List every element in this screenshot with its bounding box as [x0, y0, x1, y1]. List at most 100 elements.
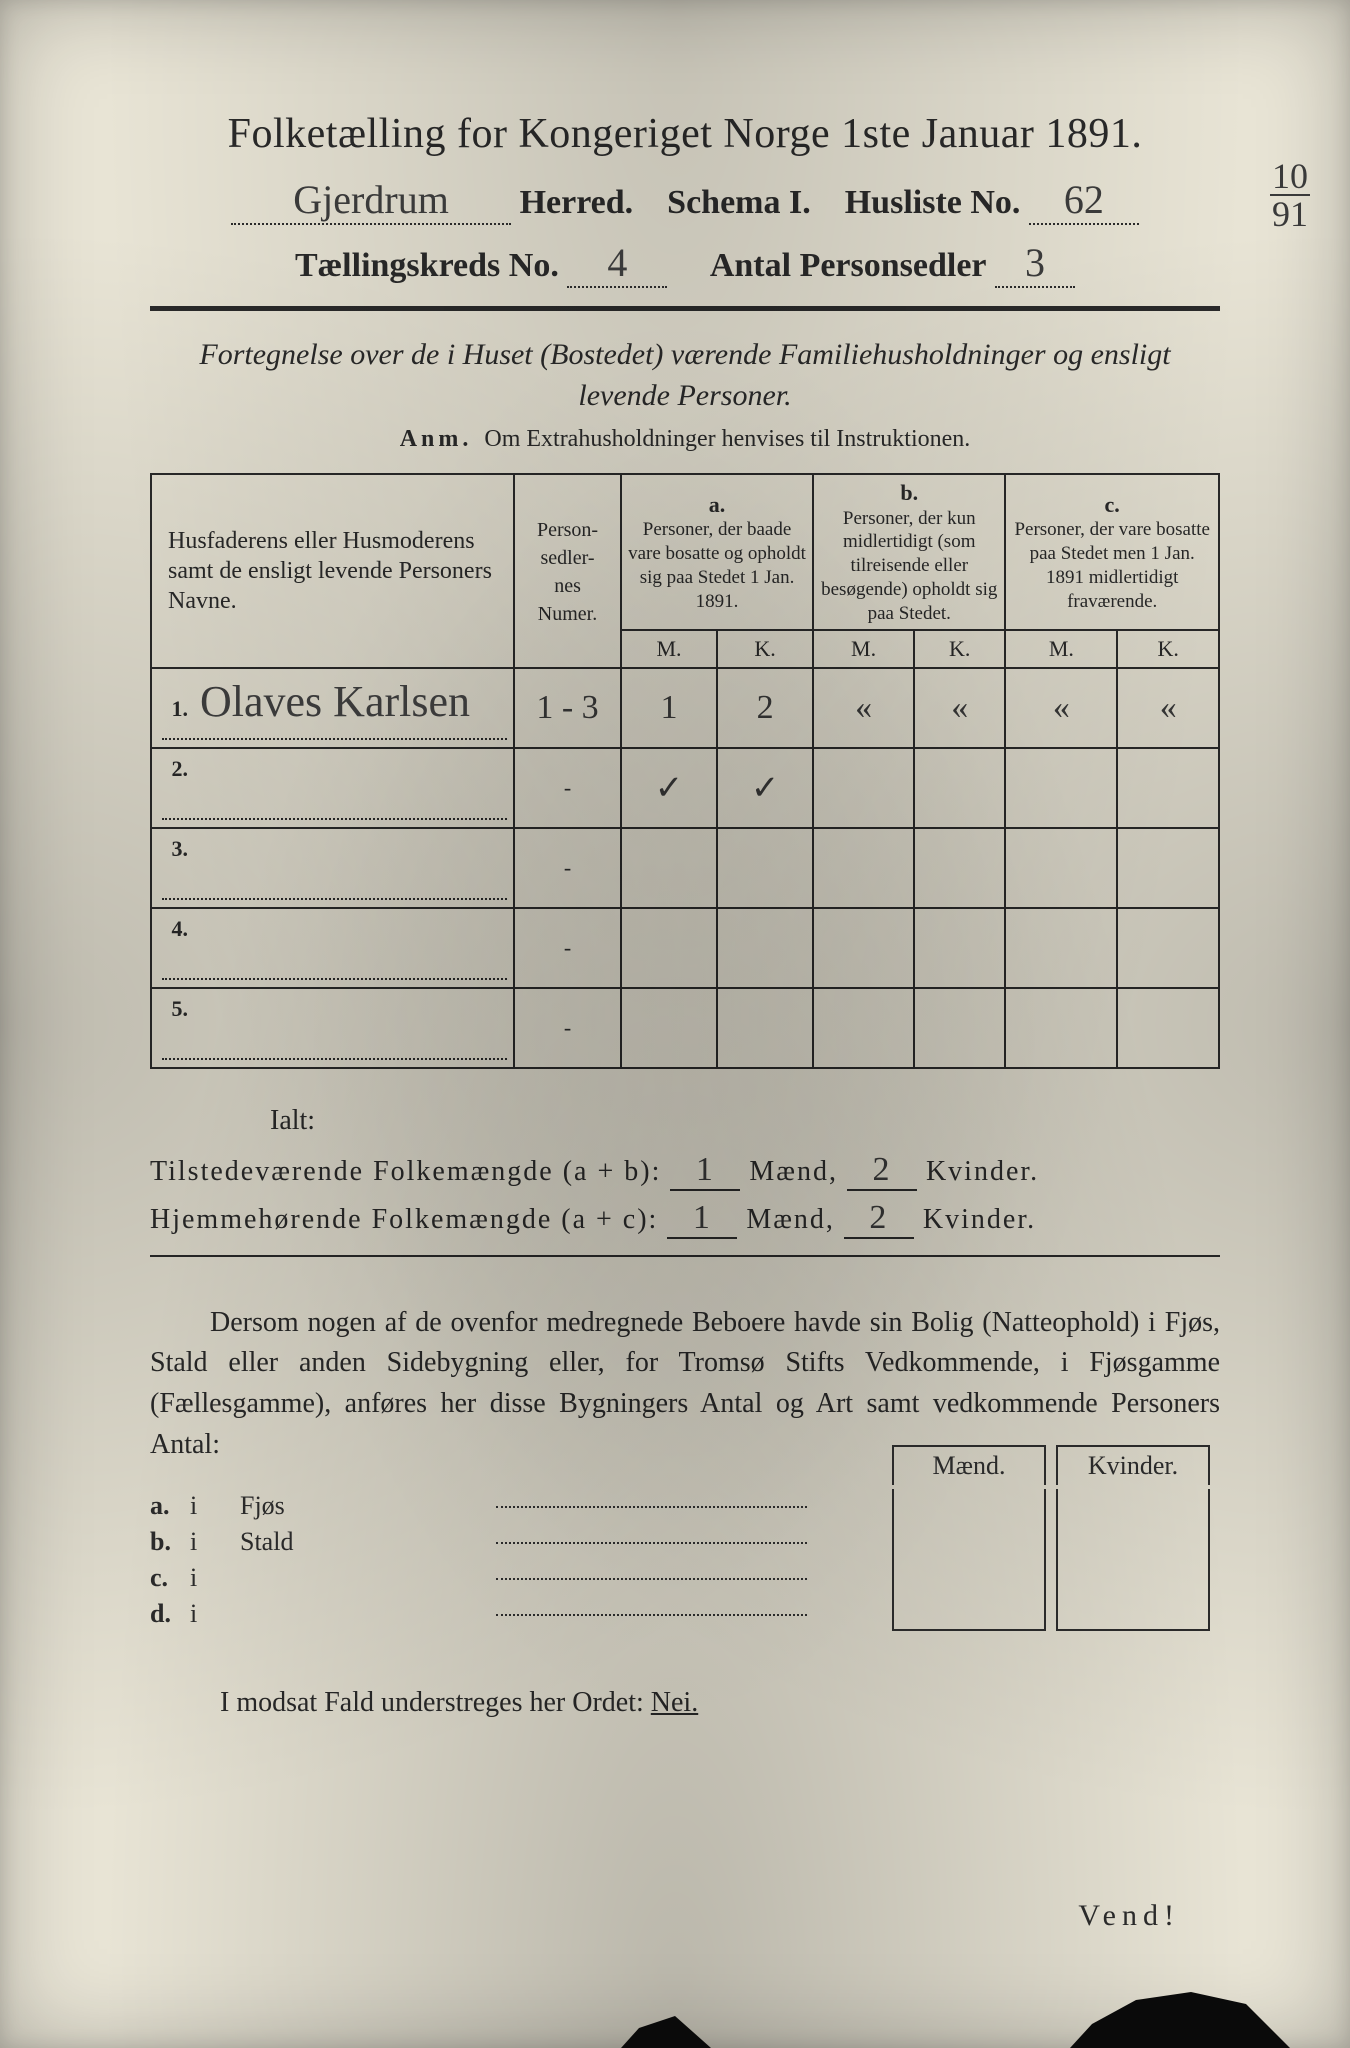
totals-maend-1: Mænd, [749, 1156, 838, 1187]
totals-r2-k: 2 [869, 1199, 888, 1236]
cell-a-m [621, 828, 717, 908]
vend-label: Vend! [1078, 1899, 1180, 1933]
cell-name: 3. [151, 828, 514, 908]
cell-name: 2. [151, 748, 514, 828]
anm-line: Anm. Om Extrahusholdninger henvises til … [150, 426, 1220, 453]
cell-c-k [1117, 988, 1219, 1068]
table-row: 3.- [151, 828, 1219, 908]
cell-c-m [1005, 908, 1117, 988]
totals-row-2: Hjemmehørende Folkemængde (a + c): 1 Mæn… [150, 1199, 1220, 1239]
margin-date-top: 10 [1272, 156, 1308, 196]
kreds-value: 4 [607, 240, 627, 285]
ink-blot-2 [621, 2008, 711, 2048]
antal-label: Antal Personsedler [710, 247, 987, 284]
antal-value: 3 [1025, 240, 1045, 285]
abcd-label: b.iStald [150, 1527, 490, 1557]
cell-name: 5. [151, 988, 514, 1068]
totals-r2-m: 1 [693, 1199, 712, 1236]
table-row: 2.-✓✓ [151, 748, 1219, 828]
cell-c-m [1005, 828, 1117, 908]
form-title: Folketælling for Kongeriget Norge 1ste J… [150, 110, 1220, 158]
table-row: 5.- [151, 988, 1219, 1068]
cell-b-k [914, 908, 1005, 988]
th-b: b. Personer, der kun midlertidigt (som t… [813, 474, 1005, 630]
th-b-k: K. [914, 630, 1005, 668]
husliste-label: Husliste No. [845, 184, 1021, 221]
cell-num: - [514, 988, 621, 1068]
cell-b-k [914, 988, 1005, 1068]
totals-kvinder-2: Kvinder. [923, 1204, 1036, 1235]
nei-word: Nei. [651, 1687, 698, 1718]
header-line-3: Tællingskreds No. 4 Antal Personsedler 3 [150, 239, 1220, 288]
abcd-dots [496, 1506, 807, 1508]
nei-pre: I modsat Fald understreges her Ordet: [220, 1687, 644, 1718]
cell-name: 4. [151, 908, 514, 988]
th-c-k: K. [1117, 630, 1219, 668]
mk-cell-k [1056, 1489, 1210, 1631]
cell-a-m: 1 [621, 668, 717, 748]
rule-1 [150, 306, 1220, 311]
main-table: Husfaderens eller Husmoderens samt de en… [150, 473, 1220, 1069]
herred-value: Gjerdrum [293, 177, 449, 222]
cell-a-k [717, 988, 813, 1068]
abcd-row: a.iFjøs [150, 1491, 813, 1521]
mk-head-m: Mænd. [892, 1445, 1046, 1485]
cell-a-m [621, 908, 717, 988]
abcd-row: c.i [150, 1563, 813, 1593]
cell-name: 1.Olaves Karlsen [151, 668, 514, 748]
th-b-text: Personer, der kun midlertidigt (som tilr… [820, 507, 998, 626]
th-b-tag: b. [820, 479, 998, 507]
margin-date-annotation: 10 / 91 [1270, 160, 1310, 231]
th-c-m: M. [1005, 630, 1117, 668]
cell-num: - [514, 908, 621, 988]
cell-b-m: « [813, 668, 914, 748]
th-name: Husfaderens eller Husmoderens samt de en… [151, 474, 514, 668]
totals-maend-2: Mænd, [746, 1204, 835, 1235]
cell-c-k [1117, 828, 1219, 908]
th-b-m: M. [813, 630, 914, 668]
cell-a-k [717, 828, 813, 908]
cell-a-m: ✓ [621, 748, 717, 828]
abcd-container: Mænd. Kvinder. a.iFjøsb.iStaldc.id.i [150, 1491, 1220, 1629]
abcd-row: b.iStald [150, 1527, 813, 1557]
cell-b-k [914, 748, 1005, 828]
mk-cells [892, 1489, 1220, 1631]
cell-a-m [621, 988, 717, 1068]
totals-row-1: Tilstedeværende Folkemængde (a + b): 1 M… [150, 1151, 1220, 1191]
abcd-label: c.i [150, 1563, 490, 1593]
cell-c-m [1005, 988, 1117, 1068]
instruction-text: Fortegnelse over de i Huset (Bostedet) v… [150, 335, 1220, 416]
table-body: 1.Olaves Karlsen1 - 312««««2.-✓✓3.-4.-5.… [151, 668, 1219, 1068]
cell-c-k: « [1117, 668, 1219, 748]
cell-b-m [813, 748, 914, 828]
abcd-label: a.iFjøs [150, 1491, 490, 1521]
th-num: Person- sedler- nes Numer. [514, 474, 621, 668]
totals-r2-label: Hjemmehørende Folkemængde (a + c): [150, 1204, 658, 1235]
kreds-label: Tællingskreds No. [295, 247, 559, 284]
mk-head-k: Kvinder. [1056, 1445, 1210, 1485]
abcd-dots [496, 1542, 807, 1544]
table-row: 1.Olaves Karlsen1 - 312«««« [151, 668, 1219, 748]
cell-b-m [813, 988, 914, 1068]
th-a-m: M. [621, 630, 717, 668]
cell-c-k [1117, 908, 1219, 988]
abcd-dots [496, 1578, 807, 1580]
cell-a-k: 2 [717, 668, 813, 748]
cell-b-m [813, 908, 914, 988]
th-a-text: Personer, der baade vare bosatte og opho… [628, 518, 806, 613]
cell-num: - [514, 748, 621, 828]
mk-head: Mænd. Kvinder. [892, 1445, 1220, 1485]
census-form-page: 10 / 91 Folketælling for Kongeriget Norg… [0, 0, 1350, 2048]
th-a: a. Personer, der baade vare bosatte og o… [621, 474, 813, 630]
header-line-2: Gjerdrum Herred. Schema I. Husliste No. … [150, 176, 1220, 225]
anm-text: Om Extrahusholdninger henvises til Instr… [484, 426, 970, 452]
th-num-text: Person- sedler- nes Numer. [537, 519, 598, 625]
herred-label: Herred. [520, 184, 634, 221]
schema-label: Schema I. [667, 184, 811, 221]
cell-c-m: « [1005, 668, 1117, 748]
cell-b-k [914, 828, 1005, 908]
th-name-text: Husfaderens eller Husmoderens samt de en… [168, 528, 492, 614]
cell-num: 1 - 3 [514, 668, 621, 748]
margin-date-bottom: 91 [1272, 194, 1308, 234]
abcd-row: d.i [150, 1599, 813, 1629]
